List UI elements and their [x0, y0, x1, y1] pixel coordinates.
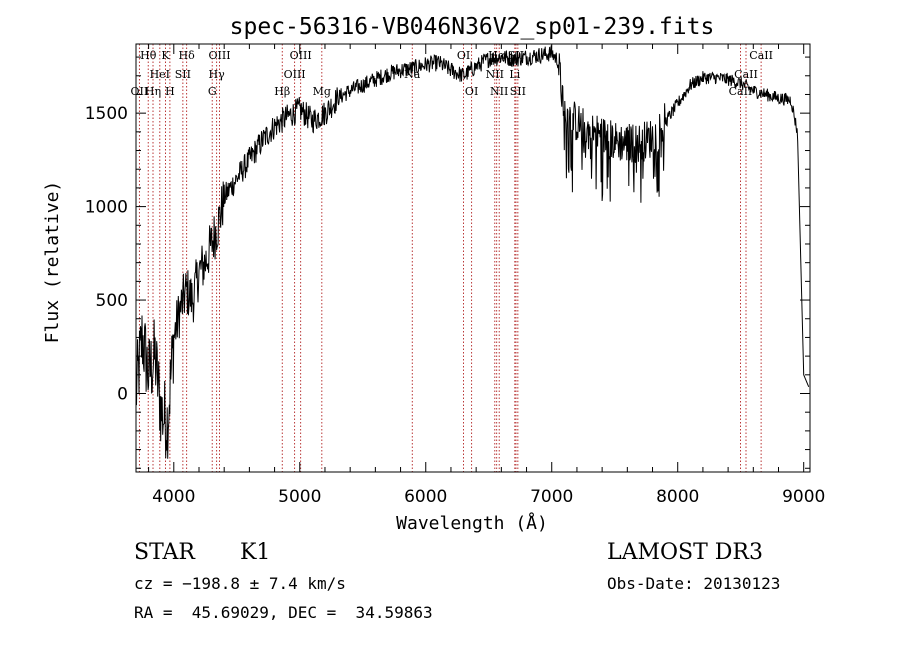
absorption-line-label: H — [165, 85, 175, 98]
redshift-info: cz = −198.8 ± 7.4 km/s — [134, 574, 346, 593]
absorption-line-label: Mg — [313, 85, 331, 98]
absorption-line-label: Hβ — [274, 85, 290, 98]
absorption-line-label: Hη — [145, 85, 161, 98]
x-axis-label: Wavelength (Å) — [396, 512, 548, 534]
absorption-line-label: OIII — [290, 49, 312, 62]
axis-ticks — [136, 44, 810, 472]
spectrum-line — [135, 45, 810, 459]
absorption-line-label: CaII — [734, 68, 758, 81]
survey-name: LAMOST DR3 — [607, 540, 763, 565]
absorption-line-label: NII — [490, 85, 508, 98]
x-tick-label: 9000 — [782, 487, 825, 507]
absorption-line-label: Hδ — [179, 49, 196, 62]
y-tick-label: 0 — [117, 385, 128, 405]
absorption-line-label: NII — [486, 68, 504, 81]
absorption-line-label: CaII — [749, 49, 773, 62]
absorption-line-label: OI — [457, 49, 470, 62]
x-tick-label: 5000 — [278, 487, 321, 507]
absorption-line-label: K — [161, 49, 170, 62]
absorption-line-label: OI — [465, 85, 478, 98]
absorption-line-label: Li — [509, 68, 520, 81]
absorption-line-label: HeI — [150, 68, 170, 81]
absorption-lines-layer — [138, 44, 762, 472]
y-tick-label: 1000 — [85, 198, 128, 218]
absorption-line-label: OII — [131, 85, 149, 98]
absorption-line-label: Hθ — [140, 49, 157, 62]
object-subclass: K1 — [240, 540, 271, 565]
chart-title: spec-56316-VB046N36V2_sp01-239.fits — [230, 14, 715, 40]
absorption-line-label: SII — [510, 85, 526, 98]
y-tick-label: 500 — [96, 291, 128, 311]
absorption-line-label: Hγ — [209, 68, 226, 81]
y-axis-label: Flux (relative) — [42, 181, 63, 344]
x-tick-label: 7000 — [530, 487, 573, 507]
plot-frame — [135, 43, 811, 473]
x-tick-label: 4000 — [152, 487, 195, 507]
line-labels-layer: OIIHθHηHeIKHSIIHδGHγOIIIHβOIIIOIIIMgNaOI… — [131, 49, 773, 98]
object-type: STAR — [134, 540, 195, 565]
absorption-line-label: OIII — [284, 68, 306, 81]
x-tick-label: 8000 — [656, 487, 699, 507]
absorption-line-label: SII — [175, 68, 191, 81]
absorption-line-label: OIII — [208, 49, 230, 62]
y-tick-label: 1500 — [85, 104, 128, 124]
absorption-line-label: G — [208, 85, 217, 98]
obs-date: Obs-Date: 20130123 — [607, 574, 781, 593]
x-tick-label: 6000 — [404, 487, 447, 507]
axis-tick-labels: 4000 5000 6000 7000 8000 9000 0 500 1000 1500 — [85, 104, 826, 507]
coordinates: RA = 45.69029, DEC = 34.59863 — [134, 603, 433, 622]
absorption-line-label: CaII — [729, 85, 753, 98]
